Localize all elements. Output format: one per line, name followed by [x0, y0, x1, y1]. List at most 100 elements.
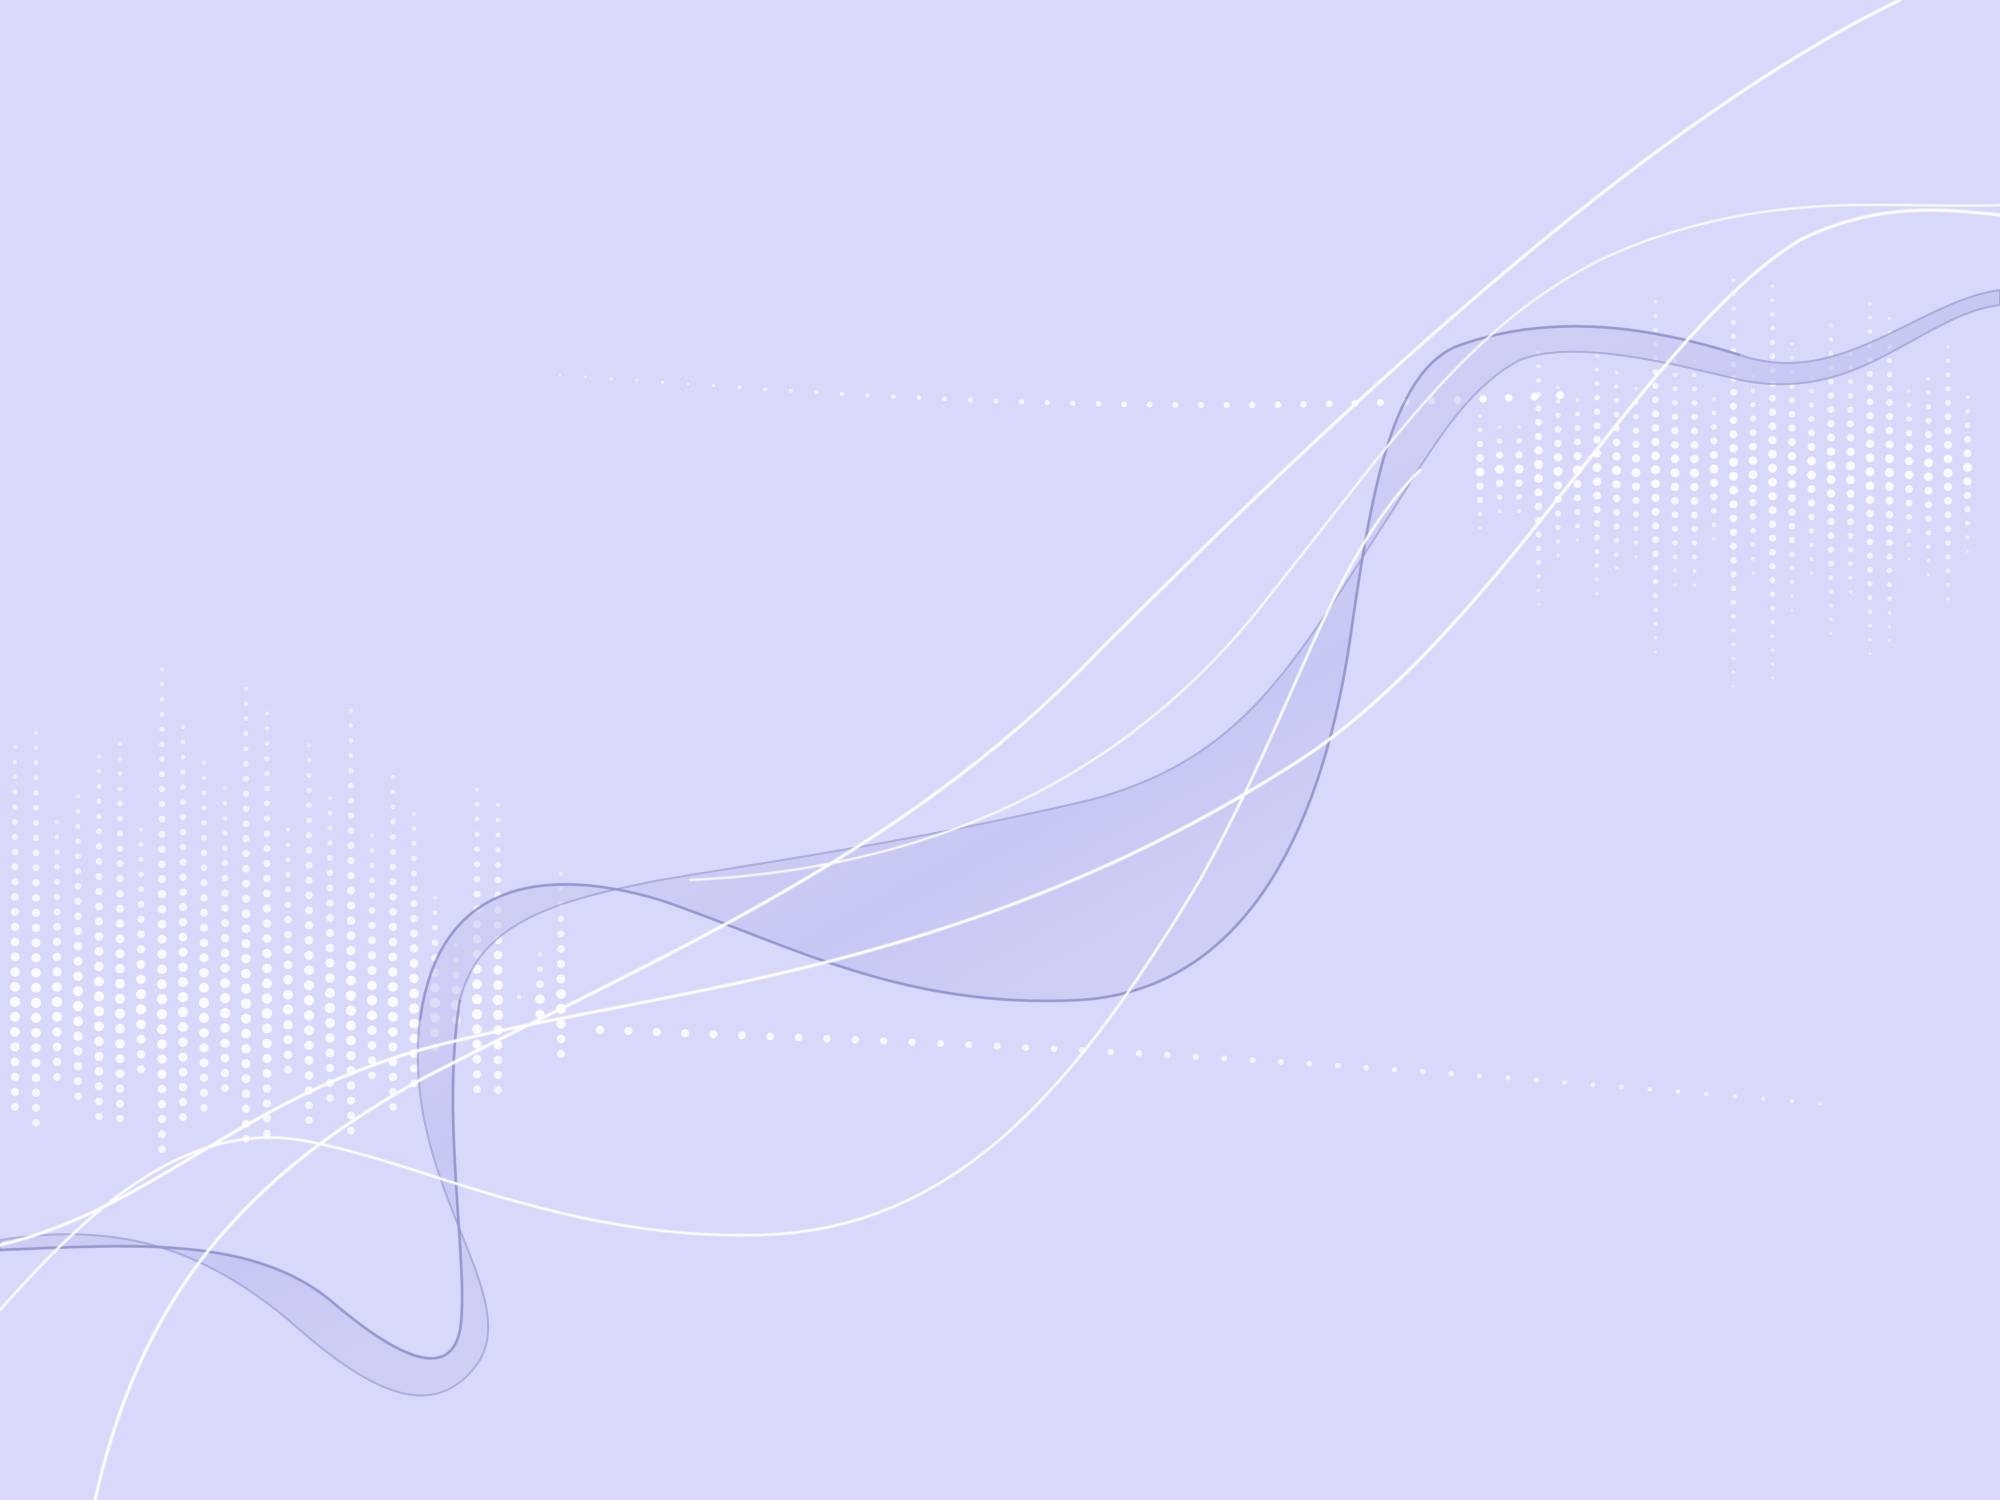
decorative-dot	[158, 771, 166, 778]
decorative-dot	[1943, 454, 1953, 464]
decorative-dot	[242, 805, 250, 812]
decorative-dot	[95, 887, 103, 896]
decorative-dot	[1926, 390, 1931, 395]
decorative-dot	[1866, 398, 1874, 406]
decorative-dot	[346, 1096, 356, 1105]
decorative-dot	[1495, 479, 1504, 487]
decorative-dot	[305, 891, 313, 900]
decorative-dot	[241, 953, 251, 964]
decorative-dot	[241, 968, 251, 979]
decorative-dot	[1887, 316, 1892, 321]
decorative-dot	[219, 1008, 231, 1019]
decorative-dot	[1631, 482, 1641, 491]
decorative-dot	[116, 830, 124, 837]
decorative-dot	[1631, 467, 1641, 478]
decorative-dot	[30, 997, 42, 1008]
decorative-dot	[1964, 422, 1971, 429]
decorative-dot	[1827, 532, 1835, 539]
decorative-dot	[537, 952, 543, 957]
decorative-dot	[199, 953, 209, 963]
decorative-dot	[1530, 392, 1539, 401]
decorative-dot	[1534, 474, 1543, 483]
decorative-dot	[325, 928, 335, 938]
decorative-dot	[1650, 465, 1661, 475]
decorative-dot	[1847, 406, 1854, 413]
decorative-dot	[284, 930, 292, 939]
decorative-dot	[178, 917, 188, 927]
decorative-dot	[157, 1024, 167, 1035]
decorative-dot	[368, 921, 376, 930]
decorative-dot	[1885, 454, 1894, 463]
decorative-dot	[1710, 493, 1718, 501]
decorative-dot	[241, 909, 251, 918]
decorative-dot	[326, 1094, 334, 1102]
white-curve-2	[0, 208, 2000, 1247]
decorative-dot	[1277, 1058, 1284, 1065]
decorative-dot	[264, 800, 270, 807]
decorative-dot	[1517, 509, 1521, 513]
decorative-dot	[556, 1049, 566, 1058]
decorative-dot	[115, 978, 125, 989]
decorative-dot	[432, 910, 438, 916]
decorative-dot	[54, 834, 60, 840]
decorative-dot	[1704, 1091, 1709, 1097]
decorative-dot	[75, 823, 81, 829]
decorative-dot	[1593, 520, 1601, 527]
decorative-dot	[346, 1020, 356, 1031]
decorative-dot	[472, 1054, 482, 1064]
decorative-dot	[1944, 525, 1952, 533]
decorative-dot	[222, 786, 228, 791]
decorative-dot	[410, 870, 418, 877]
decorative-dot	[282, 1004, 294, 1015]
decorative-dot	[347, 886, 355, 895]
decorative-dot	[1828, 351, 1834, 356]
decorative-dot	[1826, 447, 1836, 456]
decorative-dot	[473, 1085, 481, 1094]
decorative-dot	[264, 741, 270, 746]
decorative-dot	[389, 908, 397, 916]
decorative-dot	[73, 1016, 83, 1027]
decorative-dot	[306, 817, 312, 824]
decorative-dot	[346, 931, 356, 941]
decorative-dot	[180, 769, 186, 775]
decorative-dot	[136, 1065, 146, 1074]
decorative-dot	[94, 1051, 104, 1061]
decorative-dot	[306, 787, 312, 793]
decorative-dot	[73, 941, 83, 951]
decorative-dot	[1788, 424, 1796, 432]
decorative-dot	[660, 380, 665, 384]
decorative-dot	[1848, 379, 1853, 385]
decorative-dot	[1965, 409, 1970, 414]
decorative-dot	[1826, 475, 1836, 485]
decorative-dot	[367, 980, 377, 991]
decorative-dot	[221, 919, 229, 928]
decorative-dot	[1945, 568, 1951, 574]
decorative-dot	[1965, 535, 1970, 540]
decorative-dot	[409, 1033, 419, 1044]
decorative-dot	[32, 864, 40, 872]
decorative-dot	[474, 801, 480, 807]
decorative-dot	[157, 1039, 167, 1050]
decorative-dot	[199, 923, 209, 932]
decorative-dot	[178, 947, 188, 957]
decorative-dot	[53, 908, 61, 916]
decorative-dot	[389, 848, 397, 855]
decorative-dot	[178, 1022, 188, 1033]
decorative-dot	[95, 1097, 103, 1106]
decorative-dot	[1477, 427, 1483, 433]
decorative-dot	[179, 843, 187, 851]
decorative-dot	[159, 726, 165, 732]
decorative-dot	[1573, 451, 1582, 461]
decorative-dot	[96, 769, 102, 774]
decorative-dot	[199, 1073, 209, 1083]
decorative-dot	[241, 1074, 251, 1084]
decorative-dot	[1769, 591, 1776, 597]
decorative-dot	[1846, 433, 1855, 442]
decorative-dot	[473, 875, 481, 883]
decorative-dot	[51, 996, 63, 1008]
decorative-dot	[156, 994, 168, 1005]
decorative-dot	[1787, 451, 1797, 461]
decorative-dot	[221, 1084, 229, 1093]
decorative-dot	[737, 385, 742, 390]
decorative-dot	[1886, 539, 1893, 546]
